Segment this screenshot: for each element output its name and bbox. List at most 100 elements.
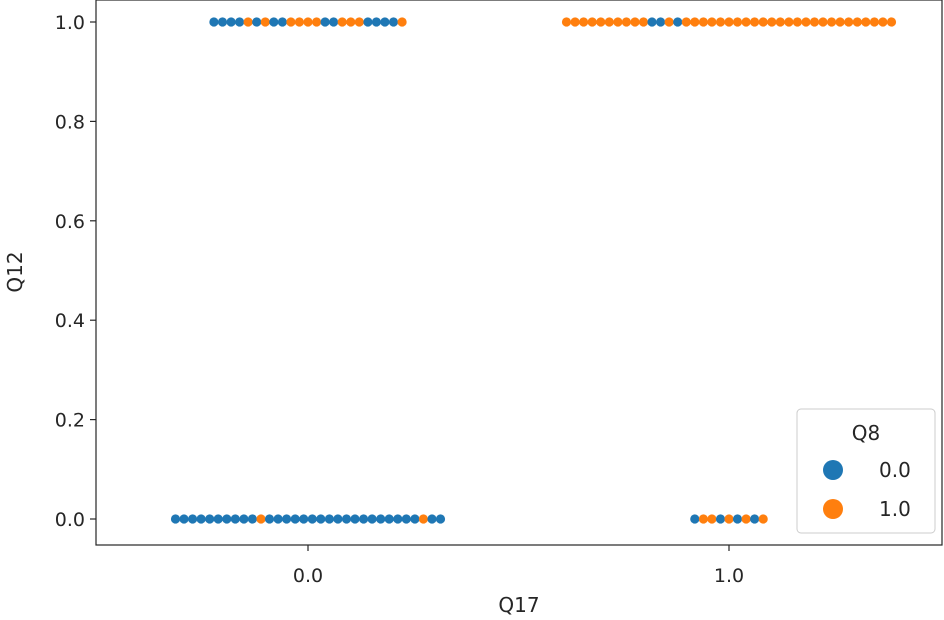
data-point xyxy=(226,17,236,27)
data-point xyxy=(690,514,700,524)
data-point xyxy=(393,514,403,524)
y-tick-label: 0.0 xyxy=(55,509,85,531)
data-point xyxy=(758,514,768,524)
data-point xyxy=(886,17,897,27)
y-tick-label: 0.2 xyxy=(55,410,85,432)
x-tick-label: 1.0 xyxy=(714,565,744,587)
data-point xyxy=(570,17,580,27)
data-point xyxy=(418,514,428,524)
x-axis: 0.0 1.0 xyxy=(293,545,744,587)
data-point xyxy=(239,514,249,524)
y-axis: 0.0 0.2 0.4 0.6 0.8 1.0 xyxy=(55,12,96,531)
data-point xyxy=(621,17,632,27)
data-point xyxy=(307,514,317,524)
data-point xyxy=(741,17,751,27)
data-point xyxy=(801,17,811,27)
data-point xyxy=(188,514,198,524)
data-point xyxy=(401,514,411,524)
data-point xyxy=(359,514,369,524)
data-point xyxy=(252,17,262,27)
data-point xyxy=(827,17,837,27)
data-point xyxy=(209,17,219,27)
data-point xyxy=(320,17,330,27)
data-point xyxy=(329,17,339,27)
data-point xyxy=(818,17,828,27)
data-point xyxy=(673,17,683,27)
data-point xyxy=(767,17,777,27)
data-point xyxy=(784,17,794,27)
data-point xyxy=(384,514,394,524)
data-point xyxy=(243,17,253,27)
data-point xyxy=(179,514,189,524)
y-tick-label: 0.4 xyxy=(55,310,85,332)
plot-frame xyxy=(95,0,943,546)
data-point xyxy=(380,17,390,27)
data-point xyxy=(294,17,304,27)
data-point xyxy=(775,17,785,27)
data-point xyxy=(269,17,279,27)
data-point xyxy=(273,514,283,524)
data-point xyxy=(367,514,377,524)
data-point xyxy=(337,17,347,27)
legend-label-0: 0.0 xyxy=(879,458,911,482)
data-point xyxy=(724,17,734,27)
data-point xyxy=(235,17,245,27)
data-point xyxy=(312,17,322,27)
data-point xyxy=(732,514,743,524)
data-point xyxy=(647,17,657,27)
data-point xyxy=(690,17,700,27)
data-point xyxy=(341,514,352,524)
data-point xyxy=(724,514,734,524)
data-point xyxy=(750,17,760,27)
x-axis-label: Q17 xyxy=(498,593,539,617)
data-point xyxy=(741,514,751,524)
data-point xyxy=(397,17,407,27)
data-point xyxy=(260,17,270,27)
data-point xyxy=(363,17,373,27)
data-point xyxy=(809,17,820,27)
data-point xyxy=(604,17,614,27)
data-point xyxy=(324,514,334,524)
data-point xyxy=(217,17,228,27)
x-tick-label: 0.0 xyxy=(293,565,323,587)
data-point xyxy=(750,514,760,524)
data-point xyxy=(333,514,343,524)
data-point xyxy=(758,17,768,27)
data-point xyxy=(613,17,623,27)
data-point xyxy=(282,514,292,524)
legend-marker-0 xyxy=(823,460,843,480)
legend-title: Q8 xyxy=(852,421,880,445)
data-point xyxy=(681,17,691,27)
data-point xyxy=(376,514,386,524)
data-point xyxy=(587,17,597,27)
data-point xyxy=(715,514,726,524)
data-point xyxy=(878,17,888,27)
data-point xyxy=(707,514,717,524)
data-point xyxy=(222,514,232,524)
y-axis-label: Q12 xyxy=(3,251,27,292)
data-point xyxy=(561,17,572,27)
data-point xyxy=(286,17,296,27)
legend-label-1: 1.0 xyxy=(879,497,911,521)
y-tick-label: 0.8 xyxy=(55,111,85,133)
data-point xyxy=(290,514,300,524)
data-point xyxy=(213,514,223,524)
data-point xyxy=(247,514,257,524)
data-point xyxy=(792,17,803,27)
data-point xyxy=(435,514,446,524)
data-point xyxy=(732,17,743,27)
data-point xyxy=(350,514,360,524)
data-point xyxy=(664,17,674,27)
data-point xyxy=(715,17,726,27)
data-point xyxy=(299,514,309,524)
legend-marker-1 xyxy=(823,499,843,519)
data-point xyxy=(844,17,854,27)
data-point xyxy=(852,17,862,27)
legend: Q8 0.0 1.0 xyxy=(796,408,936,534)
data-point xyxy=(835,17,845,27)
data-point xyxy=(698,514,709,524)
data-point xyxy=(277,17,287,27)
data-points xyxy=(170,17,897,524)
y-tick-label: 0.6 xyxy=(55,211,85,233)
